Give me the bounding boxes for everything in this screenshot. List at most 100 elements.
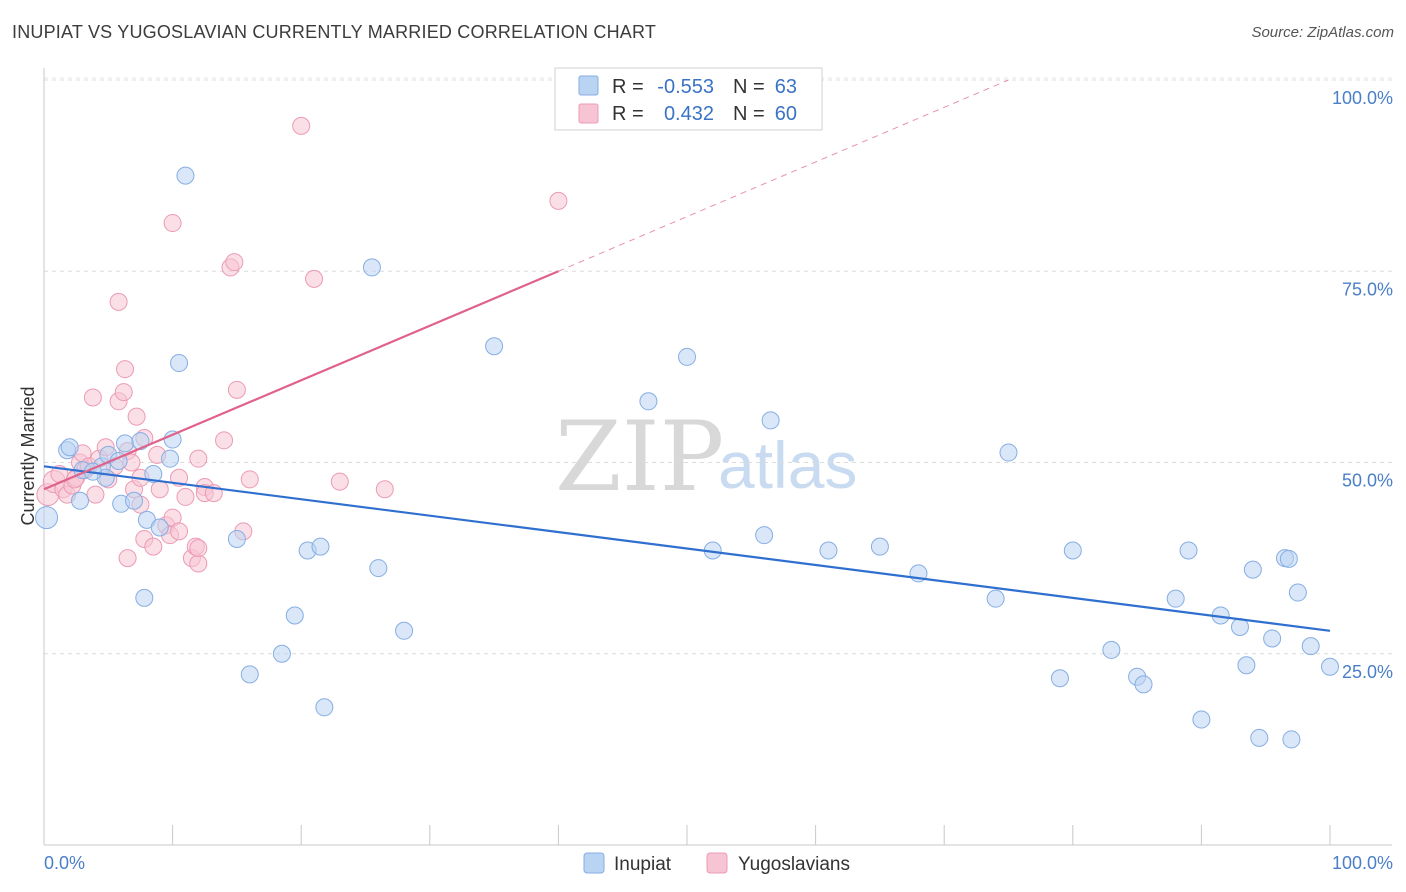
yugoslavians-point [225, 253, 244, 272]
series-inupiat [35, 166, 1339, 749]
yugoslavians-point [127, 407, 146, 426]
inupiat-point [678, 347, 696, 366]
inupiat-point [1321, 657, 1339, 676]
inupiat-point [1166, 589, 1185, 608]
inupiat-point [285, 606, 304, 625]
inupiat-point [161, 449, 180, 468]
inupiat-point [144, 464, 163, 483]
yugoslavians-point [330, 472, 349, 491]
legend-swatch-yugoslavians [706, 852, 728, 874]
watermark-zip: ZIP [555, 401, 724, 513]
y-tick-label-25: 25.0% [1342, 662, 1393, 682]
inupiat-point [116, 434, 135, 453]
inupiat-point [986, 589, 1005, 608]
inupiat-point [819, 541, 838, 560]
inupiat-point [240, 665, 259, 684]
inupiat-point [369, 559, 388, 578]
inupiat-point [999, 443, 1018, 462]
inupiat-point [176, 166, 195, 185]
stats-swatch-yugoslavians [578, 103, 599, 124]
inupiat-point [362, 258, 381, 277]
yugoslavians-point [86, 485, 105, 504]
inupiat-point [135, 588, 154, 607]
inupiat-point [227, 530, 246, 548]
inupiat-point [639, 392, 658, 411]
yugoslavians-point [114, 383, 133, 402]
y-tick-label-50: 50.0% [1342, 471, 1393, 491]
chart-title: INUPIAT VS YUGOSLAVIAN CURRENTLY MARRIED… [12, 22, 657, 42]
yugoslavians-point [118, 549, 137, 568]
yugoslavians-point [83, 388, 102, 407]
inupiat-point [1192, 710, 1211, 729]
inupiat-point [1282, 730, 1301, 749]
inupiat-point [485, 337, 504, 356]
inupiat-point [272, 644, 291, 663]
inupiat-point [125, 491, 144, 510]
inupiat-point [1301, 637, 1320, 656]
legend-label-inupiat: Inupiat [614, 854, 672, 875]
yugoslavians-point [189, 449, 208, 468]
inupiat-point [35, 506, 59, 530]
legend-swatch-inupiat [583, 852, 605, 874]
inupiat-trend-line [43, 465, 1331, 632]
inupiat-point [1063, 541, 1082, 560]
watermark: ZIP atlas [555, 401, 857, 513]
stats-swatch-inupiat [578, 75, 599, 96]
y-tick-labels: 25.0% 50.0% 75.0% 100.0% [1332, 88, 1393, 682]
yugoslavians-point [375, 480, 394, 499]
inupiat-point [1237, 656, 1256, 675]
inupiat-point [1243, 560, 1262, 579]
inupiat-point [395, 621, 414, 640]
inupiat-point [1179, 541, 1198, 560]
stats-yugo-r-label: R = [612, 103, 644, 125]
stats-inupiat-n-label: N = [733, 76, 765, 98]
yugoslavians-point [227, 380, 246, 399]
inupiat-point [150, 518, 169, 537]
inupiat-point [1250, 728, 1269, 747]
inupiat-point [1263, 629, 1282, 648]
stats-inupiat-r-label: R = [612, 76, 644, 98]
inupiat-point [1134, 675, 1153, 694]
source-credit: Source: ZipAtlas.com [1251, 24, 1394, 41]
legend: Inupiat Yugoslavians [583, 852, 850, 875]
inupiat-point [1288, 583, 1307, 602]
yugoslavians-point [144, 537, 163, 556]
stats-box: R = -0.553 N = 63 R = 0.432 N = 60 [554, 67, 823, 131]
stats-inupiat-r-value: -0.553 [657, 76, 714, 98]
yugoslavians-point [549, 191, 568, 210]
trend-lines [43, 79, 1331, 632]
inupiat-point [761, 411, 780, 430]
watermark-atlas: atlas [718, 428, 857, 502]
yugoslavians-trend-extension [558, 79, 1009, 272]
y-axis-label: Currently Married [18, 386, 38, 525]
inupiat-point [870, 537, 889, 556]
yugoslavians-point [305, 269, 324, 288]
stats-inupiat-n-value: 63 [775, 76, 797, 98]
inupiat-point [311, 537, 330, 556]
yugoslavians-point [189, 539, 208, 558]
y-tick-label-100: 100.0% [1332, 88, 1393, 108]
yugoslavians-point [109, 292, 128, 311]
inupiat-point [1050, 669, 1069, 688]
inupiat-point [60, 438, 79, 457]
y-tick-label-75: 75.0% [1342, 279, 1393, 299]
x-tick-label-min: 0.0% [44, 853, 85, 873]
yugoslavians-point [116, 360, 135, 379]
inupiat-point [755, 526, 774, 545]
gridlines [44, 77, 1392, 655]
yugoslavians-point [170, 522, 189, 541]
legend-label-yugoslavians: Yugoslavians [738, 854, 850, 875]
x-tick-label-max: 100.0% [1332, 853, 1393, 873]
inupiat-point [315, 698, 334, 717]
inupiat-point [170, 354, 189, 373]
inupiat-point [1102, 640, 1121, 659]
yugoslavians-point [189, 554, 208, 573]
stats-yugo-n-value: 60 [775, 103, 797, 125]
stats-box-frame [554, 67, 823, 131]
stats-yugo-n-label: N = [733, 103, 765, 125]
series-yugoslavians [36, 116, 568, 573]
yugoslavians-point [292, 116, 311, 135]
yugoslavians-point [240, 470, 259, 489]
yugoslavians-trend-line [43, 270, 559, 491]
